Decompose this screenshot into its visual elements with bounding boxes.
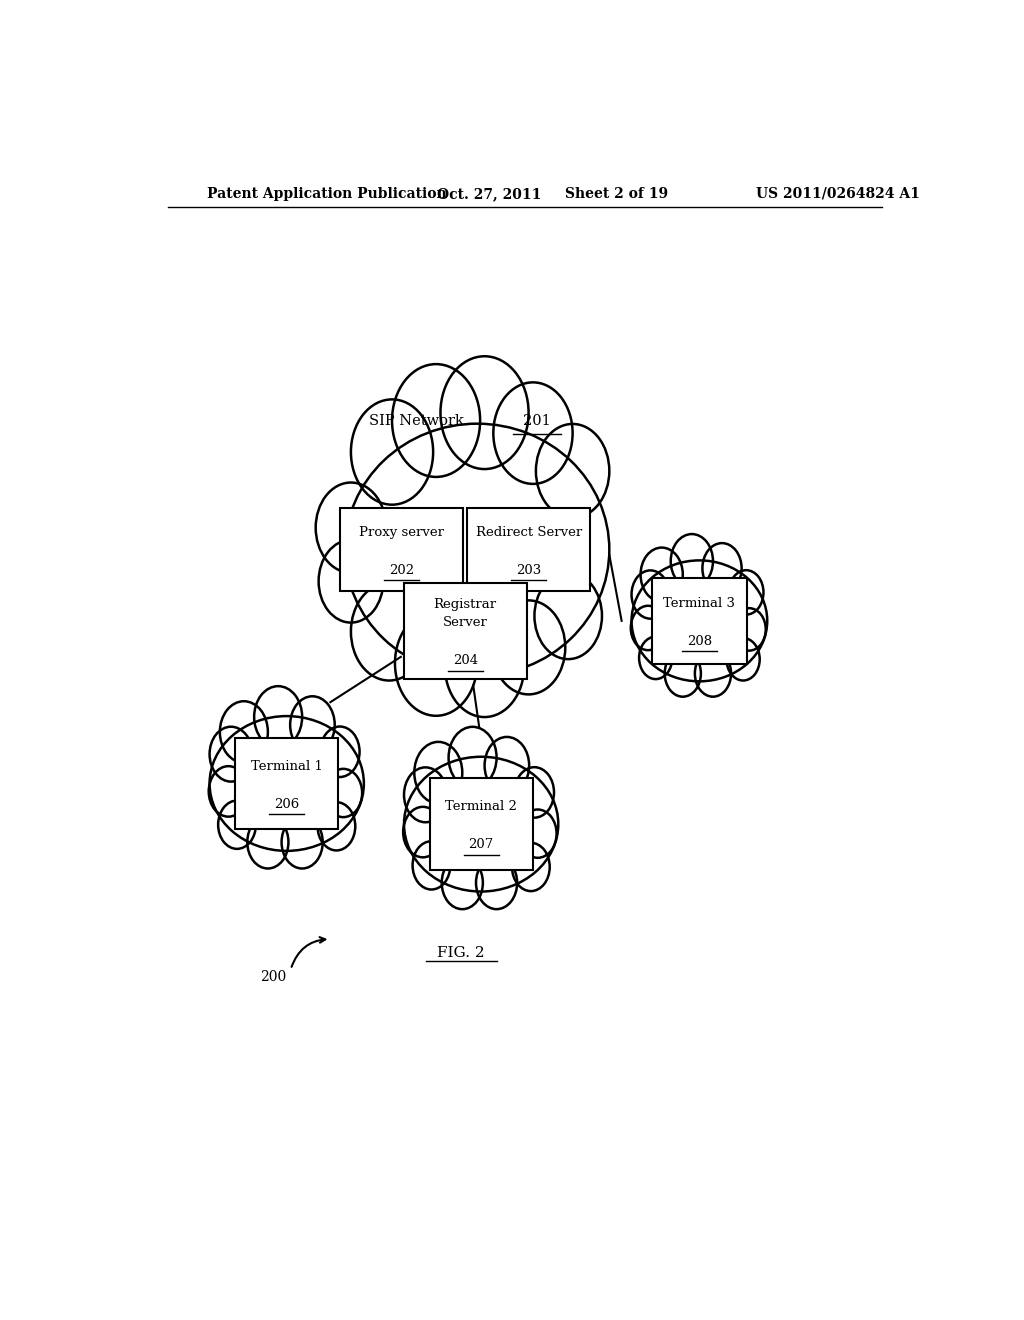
Circle shape xyxy=(325,768,362,817)
Circle shape xyxy=(403,807,442,857)
Circle shape xyxy=(444,615,524,717)
Circle shape xyxy=(254,686,302,747)
Text: 207: 207 xyxy=(469,838,494,851)
Circle shape xyxy=(247,816,289,869)
FancyBboxPatch shape xyxy=(651,578,746,664)
Circle shape xyxy=(404,767,446,822)
Circle shape xyxy=(702,543,741,593)
FancyBboxPatch shape xyxy=(236,738,338,829)
Circle shape xyxy=(729,570,764,615)
FancyBboxPatch shape xyxy=(467,508,590,591)
Circle shape xyxy=(535,573,602,659)
Circle shape xyxy=(449,727,497,788)
Ellipse shape xyxy=(404,756,558,891)
Text: 208: 208 xyxy=(687,635,712,648)
Circle shape xyxy=(492,601,565,694)
Text: 201: 201 xyxy=(523,413,551,428)
Text: 200: 200 xyxy=(260,970,287,983)
FancyBboxPatch shape xyxy=(430,779,532,870)
Text: 202: 202 xyxy=(389,564,415,577)
Ellipse shape xyxy=(345,424,609,676)
Circle shape xyxy=(351,400,433,504)
Text: Terminal 1: Terminal 1 xyxy=(251,760,323,772)
Text: FIG. 2: FIG. 2 xyxy=(437,946,485,960)
Circle shape xyxy=(484,737,529,795)
Circle shape xyxy=(727,638,760,681)
Text: Sheet 2 of 19: Sheet 2 of 19 xyxy=(564,187,668,201)
Circle shape xyxy=(732,609,766,651)
Circle shape xyxy=(441,857,483,909)
Circle shape xyxy=(321,726,359,777)
Circle shape xyxy=(282,816,323,869)
Ellipse shape xyxy=(210,715,364,851)
Circle shape xyxy=(515,767,554,817)
Text: Registrar: Registrar xyxy=(434,598,497,611)
Circle shape xyxy=(290,696,335,754)
Text: Proxy server: Proxy server xyxy=(359,525,444,539)
Circle shape xyxy=(671,535,713,589)
Circle shape xyxy=(631,606,666,651)
Text: Terminal 3: Terminal 3 xyxy=(664,597,735,610)
Circle shape xyxy=(639,636,672,678)
Circle shape xyxy=(209,766,248,817)
Circle shape xyxy=(220,701,268,763)
Circle shape xyxy=(413,841,451,890)
Text: 204: 204 xyxy=(453,655,478,668)
Circle shape xyxy=(519,809,557,858)
Circle shape xyxy=(695,651,731,697)
FancyBboxPatch shape xyxy=(340,508,463,591)
Circle shape xyxy=(395,610,477,715)
Text: Server: Server xyxy=(442,616,487,630)
Circle shape xyxy=(641,548,683,602)
Circle shape xyxy=(536,424,609,517)
Circle shape xyxy=(210,727,253,781)
Circle shape xyxy=(218,800,256,849)
Circle shape xyxy=(318,540,383,623)
Circle shape xyxy=(440,356,528,469)
Text: 206: 206 xyxy=(274,797,299,810)
Circle shape xyxy=(315,483,386,573)
Text: 203: 203 xyxy=(516,564,542,577)
Circle shape xyxy=(351,582,427,681)
Circle shape xyxy=(494,383,572,484)
Circle shape xyxy=(476,857,517,909)
Ellipse shape xyxy=(632,561,767,681)
Circle shape xyxy=(665,651,700,697)
Circle shape xyxy=(512,842,550,891)
Text: Patent Application Publication: Patent Application Publication xyxy=(207,187,447,201)
Text: US 2011/0264824 A1: US 2011/0264824 A1 xyxy=(757,187,921,201)
Circle shape xyxy=(317,803,355,850)
Text: SIP Network: SIP Network xyxy=(369,413,473,428)
Text: Redirect Server: Redirect Server xyxy=(475,525,582,539)
Text: Oct. 27, 2011: Oct. 27, 2011 xyxy=(437,187,542,201)
Circle shape xyxy=(632,570,670,619)
FancyBboxPatch shape xyxy=(403,582,526,680)
Circle shape xyxy=(392,364,480,477)
Circle shape xyxy=(415,742,462,804)
Text: Terminal 2: Terminal 2 xyxy=(445,800,517,813)
